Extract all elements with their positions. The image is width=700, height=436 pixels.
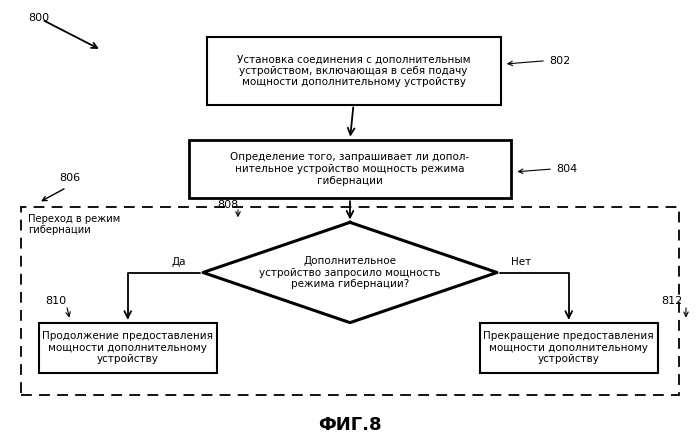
Text: 800: 800 bbox=[28, 13, 49, 23]
Text: Установка соединения с дополнительным
устройством, включающая в себя подачу
мощн: Установка соединения с дополнительным ус… bbox=[237, 54, 470, 88]
Bar bbox=[38, 323, 217, 373]
Bar bbox=[480, 323, 658, 373]
Polygon shape bbox=[203, 222, 497, 323]
Bar bbox=[21, 207, 679, 395]
Text: Нет: Нет bbox=[512, 257, 531, 266]
Text: 802: 802 bbox=[550, 56, 570, 66]
Bar bbox=[206, 37, 500, 105]
Text: 812: 812 bbox=[662, 296, 682, 306]
Text: Да: Да bbox=[172, 256, 186, 267]
Text: 804: 804 bbox=[556, 164, 577, 174]
Text: Прекращение предоставления
мощности дополнительному
устройству: Прекращение предоставления мощности допо… bbox=[484, 331, 654, 364]
Text: 810: 810 bbox=[46, 296, 66, 306]
Text: 806: 806 bbox=[60, 173, 80, 183]
Text: Переход в режим
гибернации: Переход в режим гибернации bbox=[28, 214, 120, 235]
Text: Дополнительное
устройство запросило мощность
режима гибернации?: Дополнительное устройство запросило мощн… bbox=[259, 256, 441, 289]
Text: Определение того, запрашивает ли допол-
нительное устройство мощность режима
гиб: Определение того, запрашивает ли допол- … bbox=[230, 152, 470, 186]
Text: Продолжение предоставления
мощности дополнительному
устройству: Продолжение предоставления мощности допо… bbox=[42, 331, 214, 364]
Text: 808: 808 bbox=[217, 200, 238, 210]
Text: ФИГ.8: ФИГ.8 bbox=[318, 416, 382, 434]
Bar bbox=[189, 140, 511, 198]
